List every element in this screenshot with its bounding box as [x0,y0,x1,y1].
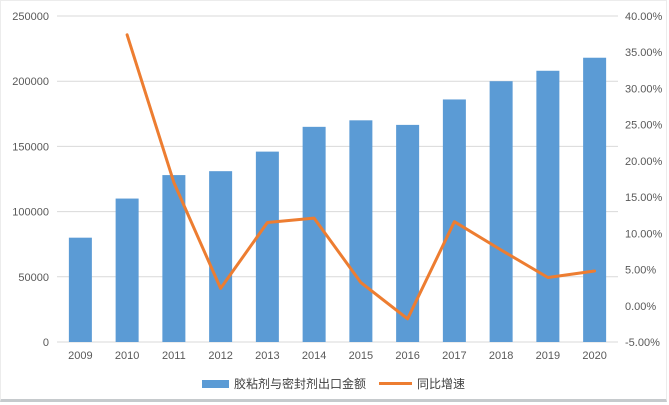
bar [115,198,139,342]
bar [162,175,186,342]
right-axis-tick-label: 0.00% [625,301,656,313]
bar [583,57,607,343]
bar [68,237,92,342]
left-axis-tick-label: 200000 [12,76,49,88]
right-axis-tick-label: -5.00% [625,337,660,349]
x-axis-label: 2014 [302,350,326,362]
right-axis-tick-label: 40.00% [625,11,663,23]
bar [302,126,326,342]
bar [255,151,279,342]
x-axis-label: 2019 [536,350,560,362]
growth-line [125,33,597,321]
left-axis-tick-label: 0 [43,337,49,349]
right-axis-tick-label: 25.00% [625,120,663,132]
bar [349,120,373,342]
x-axis-label: 2012 [208,350,232,362]
chart-legend: 胶粘剂与密封剂出口金额 同比增速 [1,375,666,392]
line-series-swatch-icon [379,382,412,385]
left-axis-tick-label: 100000 [12,207,49,219]
bar [396,124,420,342]
x-axis-label: 2018 [489,350,513,362]
right-axis-tick-label: 15.00% [625,192,663,204]
x-axis-label: 2020 [582,350,606,362]
x-axis-label: 2017 [442,350,466,362]
left-axis-tick-label: 150000 [12,141,49,153]
x-axis-label: 2010 [115,350,139,362]
right-axis-tick-label: 30.00% [625,83,663,95]
x-axis-label: 2009 [68,350,92,362]
bar [209,171,233,342]
bar-series-swatch-icon [201,379,229,388]
left-axis-tick-label: 250000 [12,11,49,23]
right-axis-tick-label: 5.00% [625,265,656,277]
x-axis-label: 2011 [162,350,186,362]
x-axis-label: 2013 [255,350,279,362]
bar [536,70,560,342]
bar [489,81,513,342]
line-series-legend-label: 同比增速 [417,377,466,391]
x-axis-label: 2015 [349,350,373,362]
right-axis-tick-label: 10.00% [625,228,663,240]
left-axis-tick-label: 50000 [18,272,49,284]
right-axis-tick-label: 35.00% [625,47,663,59]
bar-series-legend-label: 胶粘剂与密封剂出口金额 [233,377,366,391]
combo-chart: 0 50000 100000 150000 200000 250000 -5.00% 0.00… [12,11,663,362]
x-axis-label: 2016 [395,350,419,362]
right-axis-tick-label: 20.00% [625,156,663,168]
